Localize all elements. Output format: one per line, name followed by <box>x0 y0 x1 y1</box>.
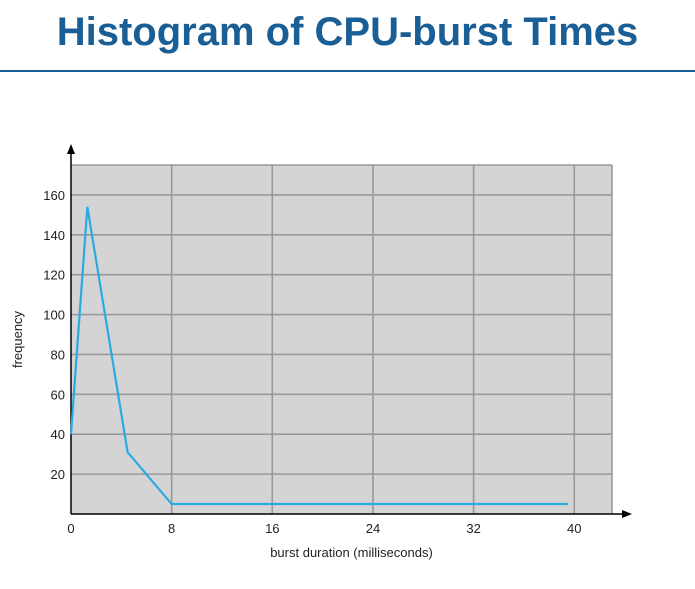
y-tick-label: 160 <box>43 188 65 203</box>
x-tick-label: 24 <box>366 521 380 536</box>
series-layer <box>69 206 568 506</box>
axes <box>67 144 632 518</box>
y-tick-label: 120 <box>43 268 65 283</box>
x-tick-label: 16 <box>265 521 279 536</box>
x-tick-label: 8 <box>168 521 175 536</box>
title-divider <box>0 70 695 72</box>
plot-background <box>71 165 612 514</box>
y-tick-label: 60 <box>51 387 65 402</box>
x-tick-label: 40 <box>567 521 581 536</box>
y-tick-label: 100 <box>43 308 65 323</box>
grid-lines <box>71 164 613 514</box>
y-axis-arrow <box>67 144 75 154</box>
y-tick-label: 20 <box>51 467 65 482</box>
x-tick-label: 0 <box>67 521 74 536</box>
y-axis-label: frequency <box>10 310 25 368</box>
y-tick-label: 40 <box>51 427 65 442</box>
x-axis-arrow <box>622 510 632 518</box>
x-tick-label: 32 <box>466 521 480 536</box>
x-axis-label: burst duration (milliseconds) <box>270 545 433 560</box>
tick-labels: 0 8 16 24 32 40 20 40 60 80 100 120 140 160 <box>43 188 581 536</box>
y-tick-label: 80 <box>51 347 65 362</box>
slide-title: Histogram of CPU-burst Times <box>56 10 639 54</box>
y-tick-label: 140 <box>43 228 65 243</box>
